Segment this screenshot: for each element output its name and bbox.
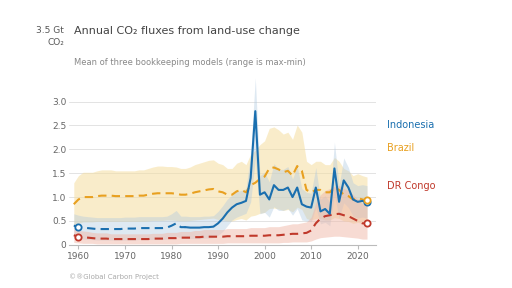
Text: Mean of three bookkeeping models (range is max-min): Mean of three bookkeeping models (range … [74, 58, 306, 67]
Text: 3.5 Gt
CO₂: 3.5 Gt CO₂ [36, 26, 64, 47]
Text: Indonesia: Indonesia [387, 120, 434, 130]
Text: DR Congo: DR Congo [387, 181, 435, 191]
Text: Brazil: Brazil [387, 143, 414, 153]
Text: ©®Global Carbon Project: ©®Global Carbon Project [69, 274, 159, 280]
Text: Annual CO₂ fluxes from land-use change: Annual CO₂ fluxes from land-use change [74, 26, 300, 36]
